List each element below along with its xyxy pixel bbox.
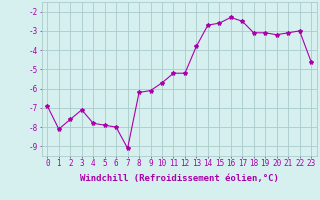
X-axis label: Windchill (Refroidissement éolien,°C): Windchill (Refroidissement éolien,°C) — [80, 174, 279, 183]
